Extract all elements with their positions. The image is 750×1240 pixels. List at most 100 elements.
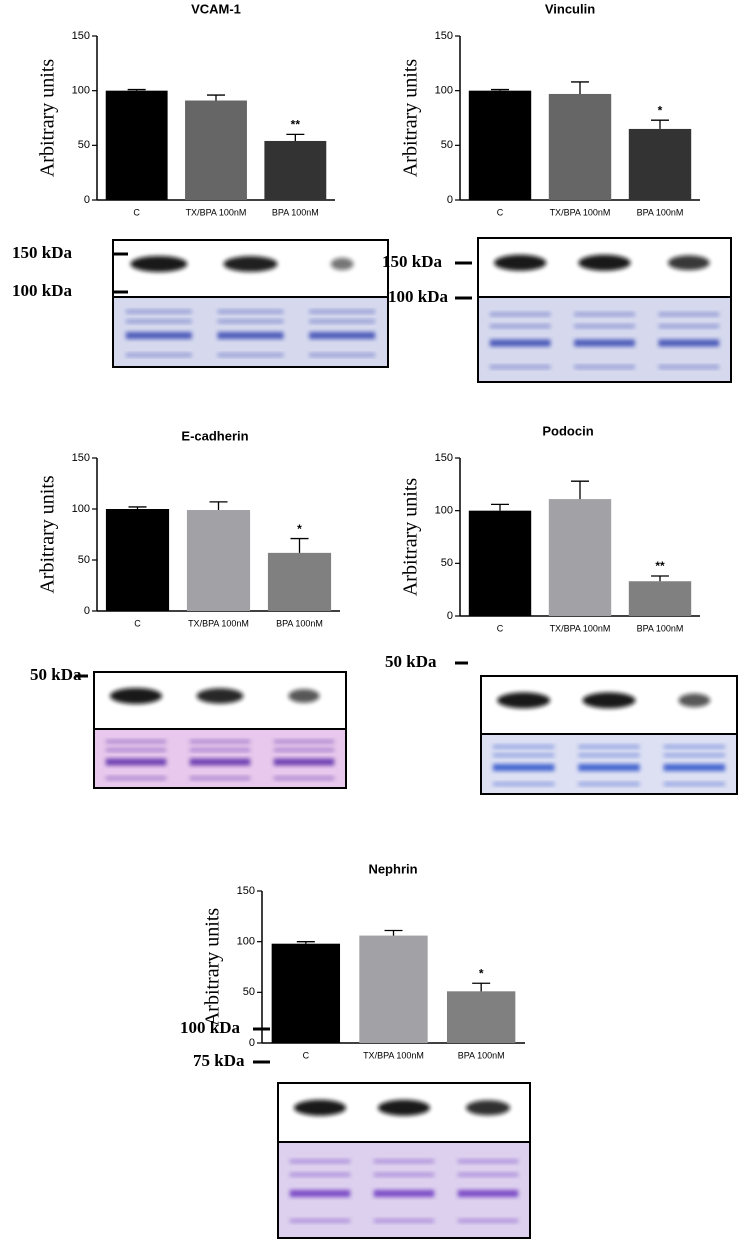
stain-band xyxy=(492,782,555,786)
blot-band xyxy=(293,1099,347,1116)
stain-band xyxy=(217,353,284,357)
y-axis-label: Arbitrary units xyxy=(400,59,422,178)
bar xyxy=(105,90,168,200)
bar xyxy=(185,100,247,200)
stain-band xyxy=(658,365,720,369)
y-tick-label: 100 xyxy=(435,505,453,517)
stain-band xyxy=(273,758,335,766)
x-tick-label: TX/BPA 100nM xyxy=(550,207,611,217)
blot-band xyxy=(494,254,547,271)
stain-band xyxy=(273,747,335,752)
stain-band xyxy=(457,1218,519,1223)
error-bar xyxy=(472,982,491,992)
stain-band xyxy=(574,324,635,329)
significance-label: * xyxy=(297,522,302,536)
stain-band xyxy=(663,782,726,786)
significance-label: ** xyxy=(655,559,665,573)
y-tick-label: 50 xyxy=(441,557,453,569)
stain-band xyxy=(105,739,167,744)
y-axis-label: Arbitrary units xyxy=(202,908,224,1027)
error-bar xyxy=(207,94,225,101)
stain-band xyxy=(663,764,726,771)
blot-band xyxy=(678,693,711,708)
chart-title: VCAM-1 xyxy=(191,1,241,16)
blot-band xyxy=(196,688,244,704)
y-tick-label: 150 xyxy=(435,452,453,464)
kda-label: 150 kDa xyxy=(382,252,442,271)
blot-band xyxy=(667,255,710,271)
stain-band xyxy=(489,312,551,317)
bar xyxy=(264,140,327,200)
stain-band xyxy=(289,1172,351,1177)
bar xyxy=(468,510,532,616)
blot-band xyxy=(377,1099,431,1116)
bar xyxy=(105,509,170,611)
y-tick-label: 100 xyxy=(435,85,453,97)
y-axis-label: Arbitrary units xyxy=(37,475,59,594)
y-tick-label: 150 xyxy=(237,885,255,897)
bar xyxy=(359,935,428,1043)
kda-label: 100 kDa xyxy=(388,287,448,306)
stain-band xyxy=(309,319,376,324)
stain-band xyxy=(125,319,192,324)
chart-title: Nephrin xyxy=(368,861,417,876)
stain-band xyxy=(189,776,251,781)
y-tick-label: 150 xyxy=(435,30,453,42)
error-bar xyxy=(571,81,589,94)
x-tick-label: C xyxy=(303,1050,310,1060)
stain-band xyxy=(105,758,167,766)
significance-label: ** xyxy=(291,118,301,132)
y-tick-label: 50 xyxy=(243,986,255,998)
blot-band xyxy=(288,689,320,703)
y-tick-label: 50 xyxy=(78,139,90,151)
stain-band xyxy=(492,744,555,749)
stain-band xyxy=(125,353,192,357)
x-tick-label: C xyxy=(133,207,140,217)
stain-band xyxy=(189,758,251,766)
kda-label: 150 kDa xyxy=(12,243,72,262)
y-tick-label: 100 xyxy=(72,503,90,515)
y-tick-label: 0 xyxy=(447,610,453,622)
stain-band xyxy=(289,1159,351,1164)
stain-band xyxy=(663,744,726,749)
stain-band xyxy=(373,1218,435,1223)
error-bar xyxy=(127,88,146,91)
stain-band xyxy=(658,339,720,347)
stain-band xyxy=(309,309,376,314)
error-bar xyxy=(290,537,309,553)
blot-band xyxy=(223,256,278,272)
stain-band xyxy=(373,1172,435,1177)
blot-band xyxy=(330,257,354,271)
error-bar xyxy=(651,575,669,582)
x-tick-label: BPA 100nM xyxy=(458,1050,505,1060)
y-tick-label: 0 xyxy=(447,194,453,206)
chart-title: Vinculin xyxy=(545,1,595,16)
error-bar xyxy=(491,503,509,511)
error-bar xyxy=(384,929,403,936)
stain-band xyxy=(217,309,284,314)
blot-band xyxy=(109,687,163,704)
stain-band xyxy=(289,1190,351,1197)
kda-label: 75 kDa xyxy=(193,1051,245,1070)
stain-band xyxy=(658,312,720,317)
stain-band xyxy=(125,309,192,314)
stain-band xyxy=(492,753,555,758)
chart-title: E-cadherin xyxy=(181,428,248,443)
stain-band xyxy=(273,739,335,744)
stain-band xyxy=(457,1172,519,1177)
stain-band xyxy=(489,339,551,347)
error-bar xyxy=(491,88,509,91)
stain-band xyxy=(663,753,726,758)
y-tick-label: 150 xyxy=(72,452,90,464)
stain-band xyxy=(492,764,555,771)
stain-band xyxy=(189,747,251,752)
x-tick-label: BPA 100nM xyxy=(276,618,323,628)
y-tick-label: 100 xyxy=(237,936,255,948)
blot-band xyxy=(578,254,631,271)
significance-label: * xyxy=(658,103,663,117)
x-tick-label: BPA 100nM xyxy=(272,207,319,217)
y-axis-label: Arbitrary units xyxy=(37,59,59,178)
stain-band xyxy=(373,1190,435,1197)
y-tick-label: 150 xyxy=(72,30,90,42)
